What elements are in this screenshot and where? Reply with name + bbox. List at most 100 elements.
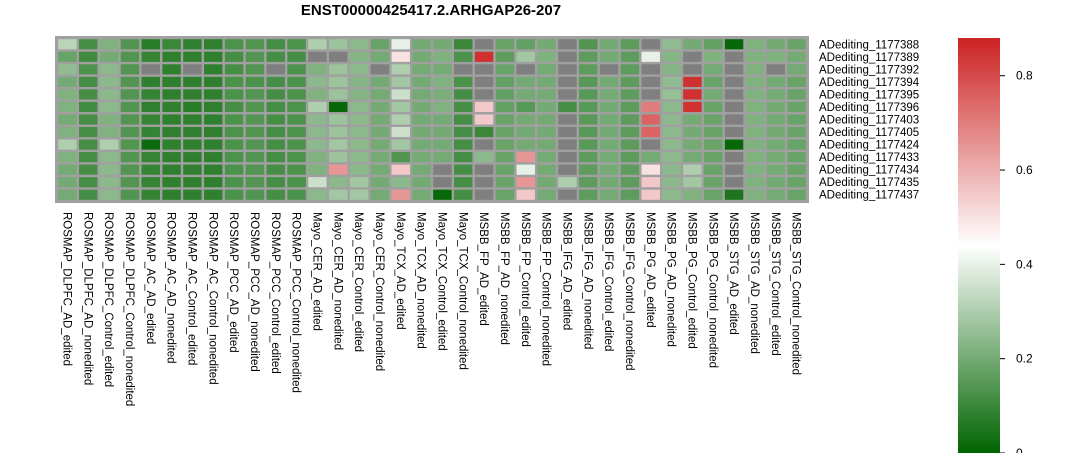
heatmap-cell [58, 189, 77, 200]
heatmap-cell [329, 126, 348, 138]
heatmap-cell [579, 39, 598, 50]
heatmap-cell [412, 114, 431, 125]
heatmap-cell [141, 164, 160, 175]
heatmap-cell [745, 101, 765, 113]
heatmap-cell [766, 189, 785, 200]
heatmap-cell [433, 189, 452, 200]
heatmap-cell [287, 177, 306, 188]
column-label: MSBB_PG_AD_edited [644, 212, 656, 328]
heatmap-cell [141, 64, 160, 75]
heatmap-cell [266, 64, 285, 75]
heatmap-cell [641, 114, 660, 125]
column-label: ROSMAP_PCC_Control_edited [269, 212, 281, 374]
heatmap-cell [787, 64, 806, 75]
heatmap-cell [287, 126, 306, 138]
heatmap-cell [516, 126, 535, 138]
heatmap-cell [120, 114, 140, 125]
heatmap-cell [204, 64, 223, 75]
heatmap-cell [162, 101, 181, 113]
heatmap-cell [141, 51, 160, 62]
heatmap-cell [537, 164, 556, 175]
heatmap-cell [349, 126, 369, 138]
heatmap-cell [329, 139, 348, 150]
heatmap-cell [287, 64, 306, 75]
heatmap-cell [558, 164, 577, 175]
heatmap-cell [79, 76, 98, 87]
heatmap-cell [683, 76, 702, 87]
heatmap-cell [58, 51, 77, 62]
heatmap-cell [704, 189, 723, 200]
heatmap-cell [58, 101, 77, 113]
heatmap-cell [287, 101, 306, 113]
heatmap-cell [495, 164, 515, 175]
heatmap-cell [474, 126, 494, 138]
legend-ticks: 0 0.2 0.4 0.6 0.8 [1000, 69, 1033, 453]
heatmap-cell [641, 139, 660, 150]
heatmap-cell [287, 114, 306, 125]
heatmap-cell [120, 39, 140, 50]
heatmap-cell [683, 51, 702, 62]
heatmap-cell [79, 126, 98, 138]
heatmap-cell [162, 51, 181, 62]
heatmap-cell [245, 64, 265, 75]
heatmap-cell [641, 177, 660, 188]
heatmap-cell [474, 76, 494, 87]
heatmap-cell [516, 114, 535, 125]
heatmap-cell [412, 51, 431, 62]
heatmap-cell [349, 76, 369, 87]
heatmap-cell [579, 64, 598, 75]
heatmap-cell [620, 89, 640, 100]
heatmap-cell [433, 126, 452, 138]
heatmap-cell [620, 177, 640, 188]
heatmap-cell [787, 51, 806, 62]
heatmap-cell [266, 39, 285, 50]
heatmap-cell [766, 76, 785, 87]
heatmap-cell [745, 152, 765, 163]
heatmap-cell [99, 64, 119, 75]
heatmap-cell [579, 164, 598, 175]
heatmap-cell [79, 39, 98, 50]
heatmap-cell [662, 89, 681, 100]
heatmap-cell [433, 177, 452, 188]
heatmap-cell [454, 76, 473, 87]
heatmap-cell [329, 76, 348, 87]
heatmap-cell [745, 51, 765, 62]
heatmap-cell [308, 177, 327, 188]
heatmap-cell [766, 164, 785, 175]
heatmap-cell [58, 152, 77, 163]
heatmap-cell [287, 39, 306, 50]
heatmap-cell [704, 76, 723, 87]
heatmap-cell [745, 76, 765, 87]
heatmap-cell [224, 76, 244, 87]
heatmap-cell [599, 39, 619, 50]
heatmap-cell [99, 164, 119, 175]
heatmap-cell [224, 189, 244, 200]
heatmap-cell [308, 89, 327, 100]
row-label: ADediting_1177433 [819, 152, 919, 164]
heatmap-cell [99, 126, 119, 138]
heatmap-cell [287, 76, 306, 87]
heatmap-cell [599, 101, 619, 113]
heatmap-cell [454, 189, 473, 200]
heatmap-cell [349, 101, 369, 113]
heatmap-cell [474, 101, 494, 113]
heatmap-cell [308, 51, 327, 62]
heatmap-cell [579, 189, 598, 200]
chart-title: ENST00000425417.2.ARHGAP26-207 [301, 2, 561, 19]
heatmap-cell [141, 76, 160, 87]
column-label: ROSMAP_AC_Control_edited [185, 212, 197, 365]
heatmap-cell [58, 139, 77, 150]
heatmap-cell [391, 189, 410, 200]
column-labels: ROSMAP_DLPFC_AD_edited ROSMAP_DLPFC_AD_no… [60, 212, 801, 406]
heatmap-cell [287, 139, 306, 150]
heatmap-cell [683, 64, 702, 75]
heatmap-cell [183, 101, 202, 113]
heatmap-cell [370, 126, 390, 138]
heatmap-cell [412, 152, 431, 163]
heatmap-cell [454, 126, 473, 138]
heatmap-cell [245, 39, 265, 50]
heatmap-cell [329, 164, 348, 175]
heatmap-cell [412, 126, 431, 138]
heatmap-cell [516, 101, 535, 113]
column-label: Mayo_CER_AD_edited [310, 212, 322, 331]
